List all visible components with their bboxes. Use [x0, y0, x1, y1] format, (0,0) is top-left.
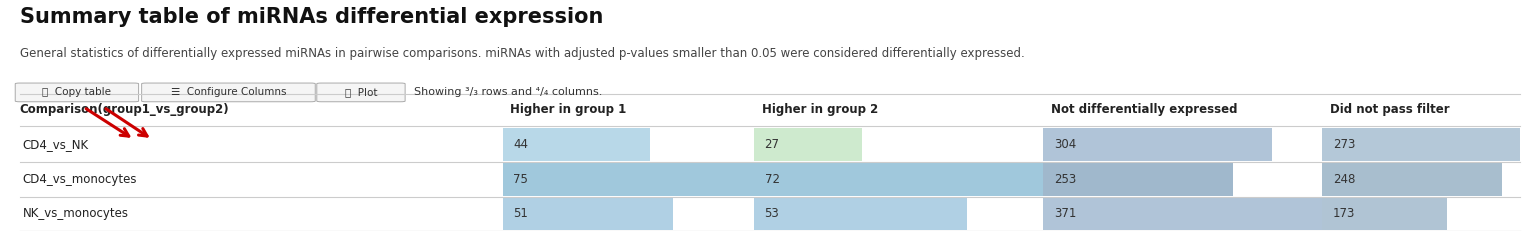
- Bar: [1322, 197, 1447, 230]
- Text: 253: 253: [1054, 173, 1077, 186]
- Text: Higher in group 2: Higher in group 2: [762, 103, 877, 116]
- Bar: [754, 197, 967, 230]
- Bar: [1322, 163, 1502, 196]
- Text: 27: 27: [765, 138, 780, 151]
- Text: ⏸  Plot: ⏸ Plot: [344, 87, 378, 97]
- Bar: [1043, 163, 1234, 196]
- Text: Showing ³/₃ rows and ⁴/₄ columns.: Showing ³/₃ rows and ⁴/₄ columns.: [414, 87, 603, 97]
- Text: ⫴  Copy table: ⫴ Copy table: [43, 87, 111, 97]
- Text: 273: 273: [1333, 138, 1355, 151]
- Bar: [1322, 128, 1520, 161]
- Text: Not differentially expressed: Not differentially expressed: [1051, 103, 1237, 116]
- Bar: [503, 163, 754, 196]
- Bar: [503, 128, 650, 161]
- Text: 53: 53: [765, 207, 780, 220]
- Bar: [503, 197, 673, 230]
- FancyBboxPatch shape: [142, 83, 315, 102]
- Text: General statistics of differentially expressed miRNAs in pairwise comparisons. m: General statistics of differentially exp…: [20, 47, 1025, 60]
- FancyBboxPatch shape: [317, 83, 405, 102]
- FancyBboxPatch shape: [15, 83, 139, 102]
- Text: CD4_vs_monocytes: CD4_vs_monocytes: [23, 173, 137, 186]
- Bar: [754, 163, 1043, 196]
- Text: NK_vs_monocytes: NK_vs_monocytes: [23, 207, 129, 220]
- Text: Summary table of miRNAs differential expression: Summary table of miRNAs differential exp…: [20, 7, 603, 27]
- Text: 44: 44: [513, 138, 528, 151]
- Bar: [1043, 197, 1322, 230]
- Bar: [1043, 128, 1272, 161]
- Text: 304: 304: [1054, 138, 1077, 151]
- Text: 371: 371: [1054, 207, 1077, 220]
- Text: 51: 51: [513, 207, 528, 220]
- Text: 248: 248: [1333, 173, 1355, 186]
- Text: 72: 72: [765, 173, 780, 186]
- Text: 173: 173: [1333, 207, 1355, 220]
- Bar: [754, 128, 862, 161]
- Text: Higher in group 1: Higher in group 1: [510, 103, 626, 116]
- Text: 75: 75: [513, 173, 528, 186]
- Text: Comparison(group1_vs_group2): Comparison(group1_vs_group2): [20, 103, 230, 116]
- Text: CD4_vs_NK: CD4_vs_NK: [23, 138, 88, 151]
- Text: Did not pass filter: Did not pass filter: [1330, 103, 1450, 116]
- Text: ☰  Configure Columns: ☰ Configure Columns: [171, 87, 286, 97]
